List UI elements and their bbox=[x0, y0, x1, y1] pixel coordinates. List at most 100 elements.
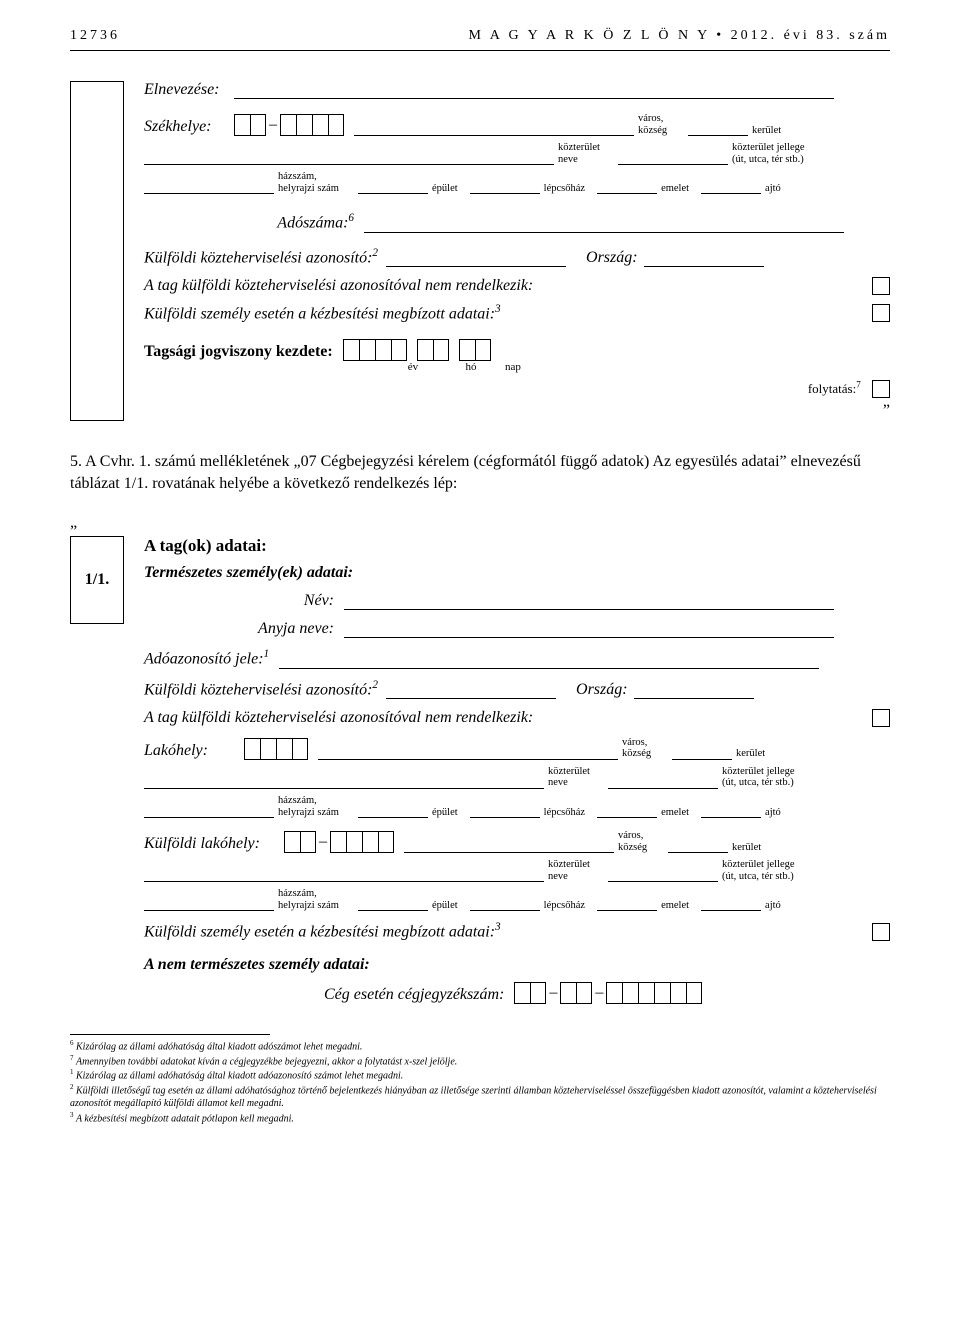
field-kozterulet-neve[interactable] bbox=[144, 147, 554, 165]
tagsagi-ho[interactable] bbox=[417, 339, 449, 361]
kulf-lakohely-code1[interactable] bbox=[284, 831, 316, 853]
label-ho: hó bbox=[450, 361, 492, 373]
field-kulf-kozteher2[interactable] bbox=[386, 681, 556, 699]
label-epulet3: épület bbox=[432, 900, 458, 912]
field-lakohely-varos[interactable] bbox=[318, 742, 618, 760]
field-orszag[interactable] bbox=[644, 249, 764, 267]
page-number: 12736 bbox=[70, 28, 120, 44]
label-szekhelye: Székhelye: bbox=[144, 118, 234, 136]
label-kulf-kozteher2: Külföldi közteherviselési azonosító:2 bbox=[144, 679, 378, 699]
label-varos: város, község bbox=[638, 113, 688, 136]
sequence-box bbox=[70, 81, 124, 421]
field-kulf-lakohely-kerulet[interactable] bbox=[668, 835, 728, 853]
label-varos2: város, község bbox=[622, 737, 672, 760]
field-kulf-lakohely-lepcsohaz[interactable] bbox=[470, 893, 540, 911]
field-lakohely-lepcsohaz[interactable] bbox=[470, 800, 540, 818]
field-adoazon[interactable] bbox=[279, 651, 819, 669]
quote-close: ” bbox=[883, 402, 890, 419]
label-folytatas: folytatás:7 bbox=[808, 381, 864, 396]
szekhelye-code1[interactable] bbox=[234, 114, 266, 136]
field-kulf-lakohely-epulet[interactable] bbox=[358, 893, 428, 911]
checkbox-a-tag-kulf[interactable] bbox=[872, 277, 890, 295]
footnote-2: Külföldi illetőségű tag esetén az állami… bbox=[70, 1086, 877, 1110]
field-kulf-lakohely-hazszam[interactable] bbox=[144, 893, 274, 911]
field-adoszama[interactable] bbox=[364, 215, 844, 233]
field-varos[interactable] bbox=[354, 118, 634, 136]
label-hazszam3: házszám, helyrajzi szám bbox=[278, 888, 358, 911]
field-lepcsohaz[interactable] bbox=[470, 176, 540, 194]
field-ajto[interactable] bbox=[701, 176, 761, 194]
tagsagi-ev[interactable] bbox=[343, 339, 407, 361]
label-kerulet3: kerület bbox=[732, 842, 761, 854]
field-kulf-lakohely-kozterulet[interactable] bbox=[144, 864, 544, 882]
label-lepcsohaz2: lépcsőház bbox=[544, 807, 585, 819]
field-hazszam[interactable] bbox=[144, 176, 274, 194]
checkbox-kulf-szemely2[interactable] bbox=[872, 923, 890, 941]
cegjegyzek-3[interactable] bbox=[606, 982, 702, 1004]
field-emelet[interactable] bbox=[597, 176, 657, 194]
label-anyja: Anyja neve: bbox=[144, 620, 334, 638]
field-lakohely-kerulet[interactable] bbox=[672, 742, 732, 760]
dash2: – bbox=[316, 833, 330, 853]
field-kulf-lakohely-emelet[interactable] bbox=[597, 893, 657, 911]
footnote-separator bbox=[70, 1034, 270, 1035]
checkbox-folytatas[interactable] bbox=[872, 380, 890, 398]
szekhelye-code2[interactable] bbox=[280, 114, 344, 136]
lakohely-code[interactable] bbox=[244, 738, 308, 760]
row-number: 1/1. bbox=[85, 571, 109, 589]
field-lakohely-ajto[interactable] bbox=[701, 800, 761, 818]
label-kulf-lakohely: Külföldi lakóhely: bbox=[144, 835, 284, 853]
label-kulf-szemely2: Külföldi személy esetén a kézbesítési me… bbox=[144, 921, 501, 941]
footnote-7: Amennyiben további adatokat kíván a cégj… bbox=[76, 1056, 457, 1067]
field-kulf-lakohely-jellege[interactable] bbox=[608, 864, 718, 882]
field-lakohely-jellege[interactable] bbox=[608, 771, 718, 789]
field-kozterulet-jellege[interactable] bbox=[618, 147, 728, 165]
label-kulf-kozteher: Külföldi közteherviselési azonosító:2 bbox=[144, 247, 378, 267]
row-number-box: 1/1. bbox=[70, 536, 124, 624]
field-kulf-kozteher[interactable] bbox=[386, 249, 566, 267]
field-elnevezese[interactable] bbox=[234, 81, 834, 99]
kulf-lakohely-code2[interactable] bbox=[330, 831, 394, 853]
field-kulf-lakohely-ajto[interactable] bbox=[701, 893, 761, 911]
label-kozterulet-neve3: közterület neve bbox=[548, 859, 608, 882]
field-orszag2[interactable] bbox=[634, 681, 754, 699]
label-epulet: épület bbox=[432, 183, 458, 195]
label-a-tag-kulf: A tag külföldi közteherviselési azonosít… bbox=[144, 277, 533, 295]
footnote-1: Kizárólag az állami adóhatóság által kia… bbox=[76, 1071, 403, 1082]
label-epulet2: épület bbox=[432, 807, 458, 819]
cegjegyzek-1[interactable] bbox=[514, 982, 546, 1004]
field-kulf-lakohely-varos[interactable] bbox=[404, 835, 614, 853]
label-kulf-szemely: Külföldi személy esetén a kézbesítési me… bbox=[144, 303, 501, 323]
checkbox-a-tag-kulf2[interactable] bbox=[872, 709, 890, 727]
label-emelet3: emelet bbox=[661, 900, 689, 912]
label-lepcsohaz: lépcsőház bbox=[544, 183, 585, 195]
footnotes: 6 Kizárólag az állami adóhatóság által k… bbox=[70, 1039, 890, 1126]
dash: – bbox=[266, 116, 280, 136]
field-epulet[interactable] bbox=[358, 176, 428, 194]
field-anyja[interactable] bbox=[344, 620, 834, 638]
field-lakohely-hazszam[interactable] bbox=[144, 800, 274, 818]
field-lakohely-emelet[interactable] bbox=[597, 800, 657, 818]
label-a-tag-kulf2: A tag külföldi közteherviselési azonosít… bbox=[144, 709, 533, 727]
label-kerulet: kerület bbox=[752, 125, 781, 137]
field-lakohely-epulet[interactable] bbox=[358, 800, 428, 818]
label-nem-term: A nem természetes személy adatai: bbox=[144, 956, 890, 974]
field-kerulet[interactable] bbox=[688, 118, 748, 136]
checkbox-kulf-szemely[interactable] bbox=[872, 304, 890, 322]
label-kozterulet-jellege: közterület jellege (út, utca, tér stb.) bbox=[732, 142, 852, 165]
label-termeszetes: Természetes személy(ek) adatai: bbox=[144, 564, 890, 582]
label-emelet: emelet bbox=[661, 183, 689, 195]
dash3: – bbox=[546, 984, 560, 1004]
label-tagsagi: Tagsági jogviszony kezdete: bbox=[144, 343, 333, 361]
label-kozterulet-jellege3: közterület jellege (út, utca, tér stb.) bbox=[722, 859, 842, 882]
field-nev[interactable] bbox=[344, 592, 834, 610]
cegjegyzek-2[interactable] bbox=[560, 982, 592, 1004]
footnote-3: A kézbesítési megbízott adatait pótlapon… bbox=[76, 1113, 294, 1124]
label-ajto3: ajtó bbox=[765, 900, 781, 912]
label-nap: nap bbox=[492, 361, 534, 373]
label-orszag: Ország: bbox=[586, 249, 638, 267]
field-lakohely-kozterulet[interactable] bbox=[144, 771, 544, 789]
label-elnevezese: Elnevezése: bbox=[144, 81, 220, 98]
label-adoszama: Adószáma:6 bbox=[144, 212, 354, 232]
tagsagi-nap[interactable] bbox=[459, 339, 491, 361]
